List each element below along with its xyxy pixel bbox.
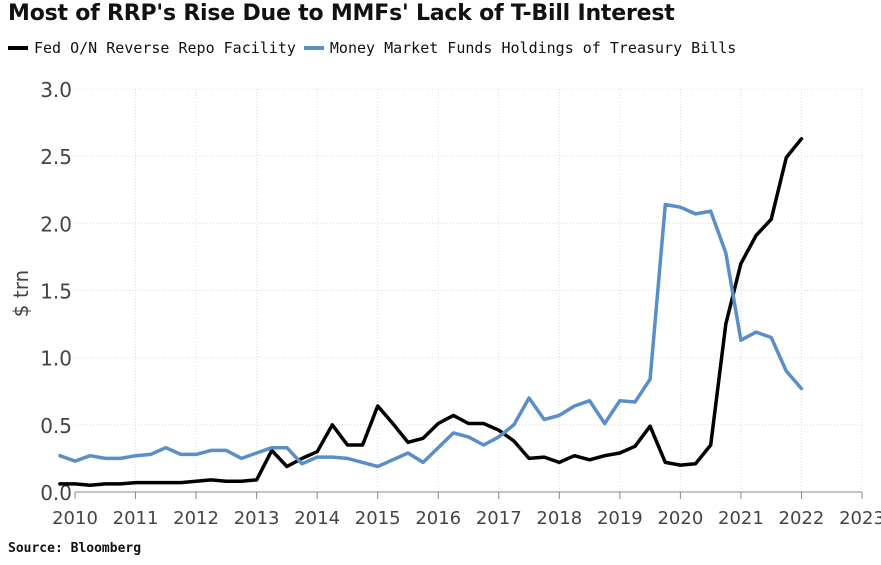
y-tick-label-1: 0.5 (40, 414, 72, 438)
x-tick-label-11: 2021 (718, 508, 764, 529)
y-tick-label-4: 2.0 (40, 212, 72, 236)
x-tick-label-1: 2011 (113, 508, 159, 529)
y-axis-label: $ trn (9, 270, 33, 317)
x-tick-label-0: 2010 (52, 508, 98, 529)
source-note: Source: Bloomberg (8, 541, 142, 556)
x-tick-label-13: 2023 (839, 508, 881, 529)
x-tick-label-3: 2013 (234, 508, 280, 529)
x-tick-label-12: 2022 (779, 508, 825, 529)
x-tick-label-7: 2017 (476, 508, 522, 529)
x-tick-label-5: 2015 (355, 508, 401, 529)
series-line-0 (58, 136, 804, 488)
legend: Fed O/N Reverse Repo Facility Money Mark… (8, 38, 744, 58)
x-tick-label-8: 2018 (536, 508, 582, 529)
y-tick-label-2: 1.0 (40, 347, 72, 371)
x-tick-label-6: 2016 (415, 508, 461, 529)
y-tick-label-5: 2.5 (40, 145, 72, 169)
x-tick-label-9: 2019 (597, 508, 643, 529)
chart-title: Most of RRP's Rise Due to MMFs' Lack of … (8, 1, 675, 26)
legend-swatch-mmf (303, 46, 324, 50)
series-line-1 (58, 202, 804, 469)
legend-item-mmf: Money Market Funds Holdings of Treasury … (303, 39, 737, 57)
legend-label-mmf: Money Market Funds Holdings of Treasury … (329, 39, 737, 57)
legend-label-rrp: Fed O/N Reverse Repo Facility (34, 39, 296, 57)
y-tick-label-3: 1.5 (40, 280, 72, 304)
x-tick-label-4: 2014 (294, 508, 340, 529)
legend-item-rrp: Fed O/N Reverse Repo Facility (8, 39, 296, 57)
y-tick-label-6: 3.0 (40, 78, 72, 102)
legend-swatch-rrp (8, 46, 28, 50)
x-tick-label-2: 2012 (173, 508, 219, 529)
x-tick-label-10: 2020 (657, 508, 703, 529)
